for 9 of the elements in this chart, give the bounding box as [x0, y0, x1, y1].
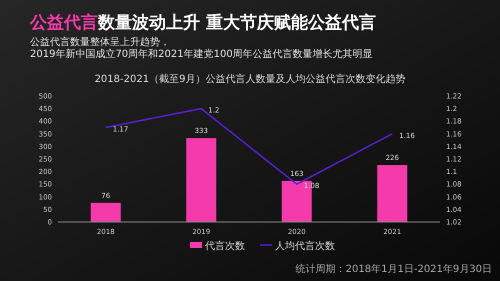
text: 公益代言数量整体呈上升趋势，2019年新中国成立70周年和2021年建党100周年公益代言数量增长尤其明显	[30, 36, 373, 60]
legend-label: 代言次数	[204, 240, 245, 252]
chart-title: 公益代言数量波动上升 重大节庆赋能公益代言	[29, 13, 376, 33]
bar	[90, 202, 121, 222]
text: 统计周期：2018年1月1日-2021年9月30日	[296, 263, 492, 275]
legend-label: 人均代言次数	[275, 240, 335, 252]
bar	[186, 138, 216, 222]
bar	[377, 165, 408, 222]
chart-subtitle: 2018-2021（截至9月）公益代言人数量及人均公益代言次数变化趋势	[94, 73, 406, 85]
